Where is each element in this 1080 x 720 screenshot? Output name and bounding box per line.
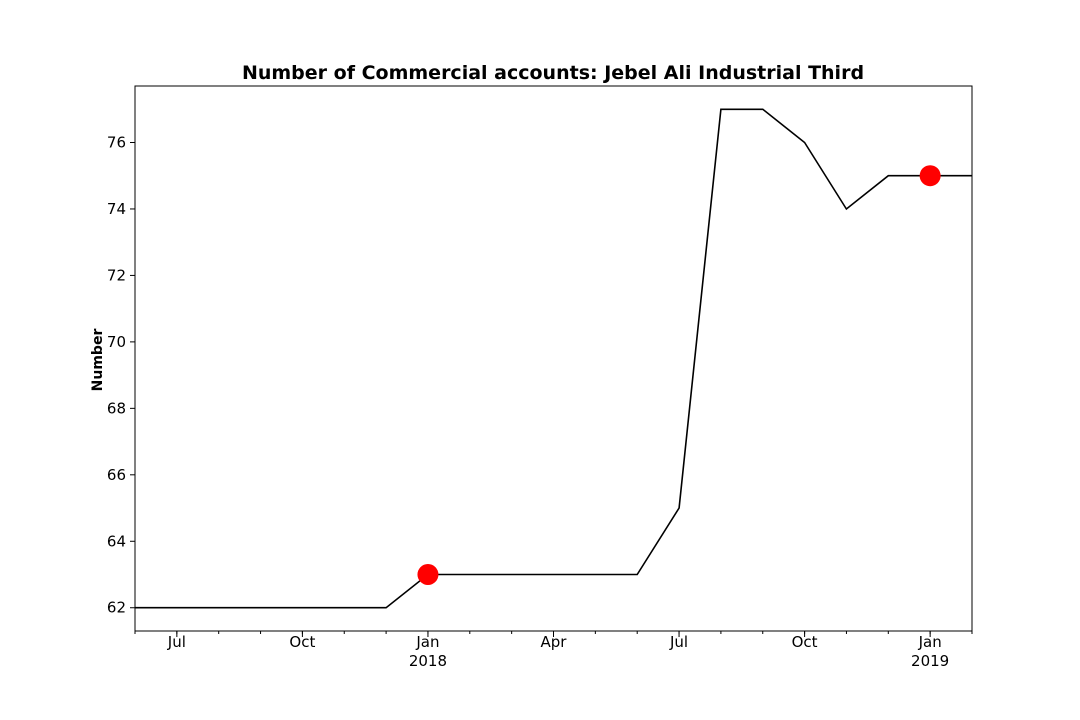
y-tick-label: 74 — [107, 200, 126, 218]
x-tick-label: Jan — [918, 633, 942, 651]
y-tick-label: 66 — [107, 466, 126, 484]
y-tick-label: 70 — [107, 333, 126, 351]
series-line — [135, 108, 972, 609]
x-tick-label: Jul — [669, 633, 688, 651]
x-tick-year-label: 2018 — [409, 652, 447, 670]
y-tick-label: 72 — [107, 266, 126, 284]
y-axis-label: Number — [90, 329, 106, 392]
x-tick-label: Oct — [289, 633, 315, 651]
y-tick-label: 68 — [107, 399, 126, 417]
highlight-marker — [919, 165, 941, 187]
x-tick-year-label: 2019 — [911, 652, 949, 670]
y-tick-label: 62 — [107, 599, 126, 617]
plot-frame — [134, 85, 973, 632]
x-tick-label: Jul — [167, 633, 186, 651]
x-tick-label: Jan — [415, 633, 439, 651]
y-tick-label: 64 — [107, 532, 126, 550]
y-tick-label: 76 — [107, 133, 126, 151]
chart-title: Number of Commercial accounts: Jebel Ali… — [242, 62, 864, 84]
x-tick-label: Oct — [792, 633, 818, 651]
highlight-marker — [417, 564, 439, 586]
x-tick-label: Apr — [541, 633, 568, 651]
